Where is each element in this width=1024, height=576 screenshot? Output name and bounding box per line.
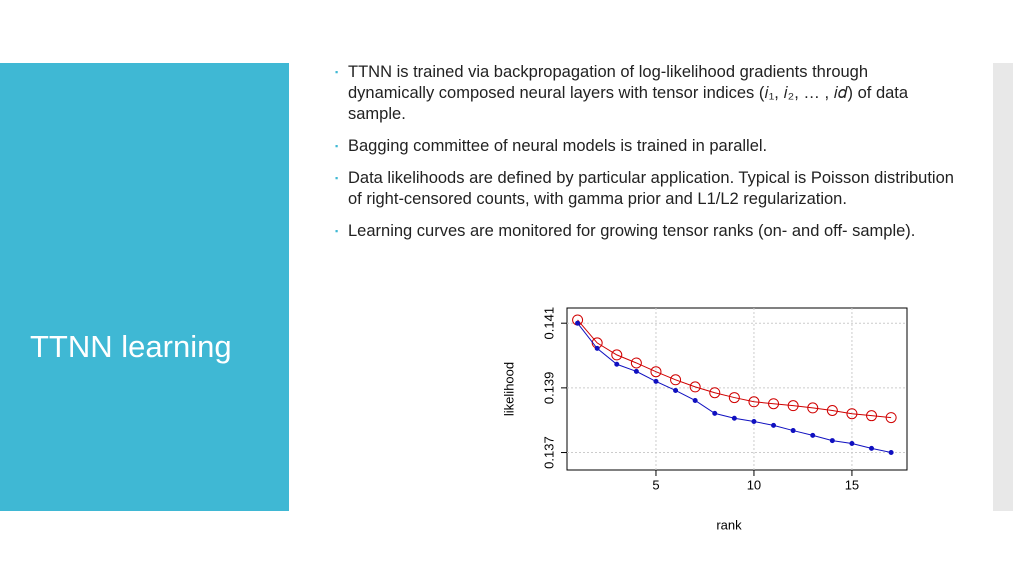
point xyxy=(594,345,600,351)
point xyxy=(575,320,581,326)
chart: 5 10 15 0.137 0.139 0.141 rank likelihood xyxy=(501,307,908,532)
point xyxy=(771,422,777,428)
point xyxy=(630,357,642,369)
side-strip xyxy=(993,63,1013,511)
point xyxy=(650,366,662,378)
point xyxy=(751,418,757,424)
point xyxy=(633,368,639,374)
point xyxy=(866,410,878,422)
point xyxy=(712,410,718,416)
bullet-list: TTNN is trained via backpropagation of l… xyxy=(335,62,955,253)
series-line xyxy=(577,319,892,419)
point xyxy=(611,349,623,361)
point xyxy=(731,415,737,421)
point xyxy=(673,387,679,393)
point xyxy=(787,400,799,412)
point xyxy=(885,412,897,424)
bullet: Bagging committee of neural models is tr… xyxy=(335,136,955,157)
plot-area xyxy=(566,307,908,471)
point xyxy=(790,428,796,434)
x-tick-label: 10 xyxy=(747,477,761,492)
point xyxy=(807,402,819,414)
point xyxy=(614,361,620,367)
x-tick-label: 5 xyxy=(652,477,659,492)
slide-title: TTNN learning xyxy=(30,329,232,364)
point xyxy=(670,374,682,386)
point xyxy=(689,381,701,393)
bullet: Learning curves are monitored for growin… xyxy=(335,221,955,242)
y-tick-label: 0.137 xyxy=(541,436,556,469)
bullet: Data likelihoods are defined by particul… xyxy=(335,168,955,210)
title-panel: TTNN learning xyxy=(0,63,289,511)
y-tick-label: 0.139 xyxy=(541,372,556,405)
point xyxy=(653,378,659,384)
point xyxy=(829,438,835,444)
point xyxy=(846,408,858,420)
point xyxy=(849,440,855,446)
point xyxy=(709,387,721,399)
x-tick-label: 15 xyxy=(845,477,859,492)
y-axis-label: likelihood xyxy=(501,362,516,416)
point xyxy=(748,396,760,408)
point xyxy=(768,398,780,410)
point xyxy=(692,397,698,403)
bullet: TTNN is trained via backpropagation of l… xyxy=(335,62,955,125)
point xyxy=(826,405,838,417)
y-tick-label: 0.141 xyxy=(541,307,556,340)
point xyxy=(810,432,816,438)
point xyxy=(728,392,740,404)
x-axis-label: rank xyxy=(716,517,742,532)
point xyxy=(888,450,894,456)
point xyxy=(869,445,875,451)
